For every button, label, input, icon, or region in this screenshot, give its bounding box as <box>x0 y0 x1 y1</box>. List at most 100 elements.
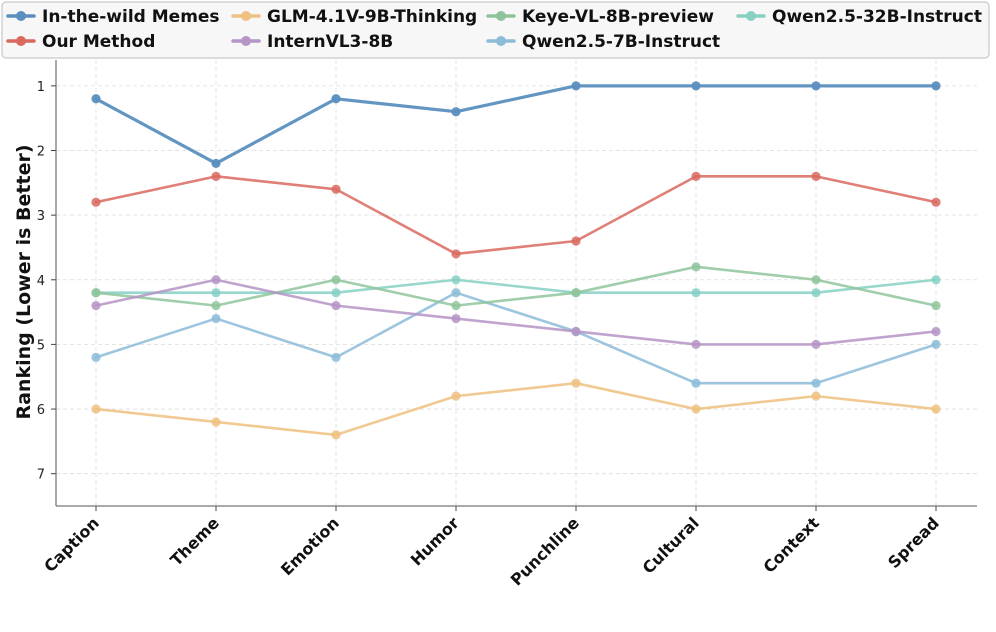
data-point <box>691 378 701 388</box>
data-point <box>931 404 941 414</box>
y-tick-label: 1 <box>37 80 45 95</box>
y-tick-label: 6 <box>37 403 45 418</box>
data-point <box>931 301 941 311</box>
series-line <box>94 265 938 307</box>
data-point <box>211 417 221 427</box>
x-tick-label: Emotion <box>277 513 343 579</box>
x-tick-label: Punchline <box>507 513 583 589</box>
data-point <box>91 94 101 104</box>
data-point <box>811 81 821 91</box>
series-line <box>94 175 938 256</box>
legend-item: Qwen2.5-32B-Instruct <box>736 7 982 27</box>
legend-label: Keye-VL-8B-preview <box>522 7 714 27</box>
data-point <box>211 313 221 324</box>
data-point <box>931 81 941 91</box>
legend-swatch-marker <box>16 11 26 21</box>
data-point <box>331 430 341 440</box>
y-tick-label: 7 <box>37 468 45 483</box>
data-point <box>811 275 821 285</box>
data-point <box>451 275 461 285</box>
data-point <box>931 275 941 285</box>
legend-swatch-marker <box>241 11 251 21</box>
data-point <box>571 288 581 298</box>
series-keye-vl-8b-preview <box>91 262 941 311</box>
data-point <box>451 391 461 401</box>
y-tick-label: 5 <box>37 338 45 353</box>
data-point <box>211 171 221 181</box>
legend-swatch-marker <box>16 36 26 46</box>
y-tick-label: 2 <box>37 144 45 159</box>
series-glm-4-1v-9b-thinking <box>91 378 941 440</box>
data-point <box>571 81 581 91</box>
x-tick-label: Caption <box>40 513 103 576</box>
series-line <box>94 84 938 166</box>
data-point <box>91 301 101 311</box>
legend-item: GLM-4.1V-9B-Thinking <box>231 7 477 27</box>
series-line <box>94 278 938 346</box>
legend-item: In-the-wild Memes <box>6 7 220 27</box>
series-our-method <box>91 171 941 259</box>
data-point <box>331 184 341 194</box>
series-internvl3-8b <box>91 275 941 350</box>
data-point <box>331 275 341 285</box>
data-point <box>811 288 821 298</box>
data-point <box>811 378 821 388</box>
legend-label: GLM-4.1V-9B-Thinking <box>267 7 477 27</box>
data-point <box>91 288 101 298</box>
series-in-the-wild-memes <box>91 81 941 169</box>
y-tick-label: 4 <box>37 274 45 289</box>
data-point <box>451 301 461 311</box>
legend-label: InternVL3-8B <box>267 32 393 52</box>
y-axis-title: Ranking (Lower is Better) <box>13 144 35 419</box>
data-point <box>451 288 461 298</box>
legend-swatch-marker <box>241 36 251 46</box>
data-point <box>691 339 701 350</box>
legend-item: InternVL3-8B <box>231 32 393 52</box>
legend-label: Qwen2.5-7B-Instruct <box>522 32 720 52</box>
data-point <box>331 301 341 311</box>
data-point <box>331 288 341 298</box>
legend-label: Qwen2.5-32B-Instruct <box>772 7 982 27</box>
legend: In-the-wild Memes Our Method GLM-4.1V-9B-T… <box>1 1 990 59</box>
x-tick-label: Cultural <box>639 513 703 577</box>
data-point <box>811 171 821 181</box>
data-point <box>691 81 701 91</box>
data-point <box>691 288 701 298</box>
data-point <box>211 301 221 311</box>
series-layer <box>91 81 941 440</box>
series-line <box>94 278 938 294</box>
data-point <box>451 107 461 117</box>
data-point <box>931 197 941 207</box>
data-point <box>931 326 941 337</box>
data-point <box>211 288 221 298</box>
data-point <box>811 391 821 401</box>
series-line <box>94 291 938 385</box>
data-point <box>571 378 581 388</box>
y-tick-label: 3 <box>37 209 45 224</box>
data-point <box>691 404 701 414</box>
data-point <box>91 197 101 207</box>
legend-swatch-marker <box>746 11 756 21</box>
x-tick-label: Context <box>759 513 823 577</box>
data-point <box>691 171 701 181</box>
data-point <box>211 275 221 285</box>
legend-label: Our Method <box>42 32 155 52</box>
data-point <box>451 249 461 259</box>
x-tick-label: Spread <box>884 513 943 572</box>
grid-layer <box>56 60 977 506</box>
data-point <box>571 326 581 337</box>
data-point <box>331 352 341 362</box>
data-point <box>91 352 101 362</box>
data-point <box>211 158 221 169</box>
data-point <box>91 404 101 414</box>
x-tick-label: Humor <box>407 513 463 569</box>
data-point <box>331 94 341 104</box>
data-point <box>571 236 581 246</box>
legend-label: In-the-wild Memes <box>42 7 220 27</box>
legend-item: Our Method <box>6 32 155 52</box>
data-point <box>451 313 461 324</box>
legend-swatch-marker <box>496 36 506 46</box>
legend-item: Qwen2.5-7B-Instruct <box>486 32 720 52</box>
x-tick-label: Theme <box>166 513 222 569</box>
